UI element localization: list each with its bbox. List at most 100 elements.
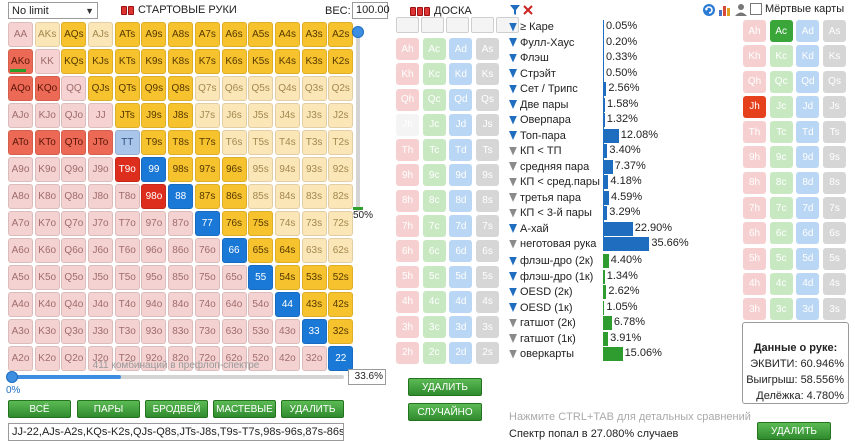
- hand-cell-ATo[interactable]: ATo: [8, 129, 33, 156]
- board-card-4h[interactable]: 4h: [396, 290, 419, 313]
- hand-cell-JTs[interactable]: JTs: [114, 102, 140, 129]
- hand-cell-94s[interactable]: 94s: [274, 156, 300, 183]
- hand-cell-K3o[interactable]: K3o: [34, 318, 60, 345]
- hand-cell-AKo[interactable]: AKo: [8, 48, 33, 75]
- hand-cell-93o[interactable]: 93o: [141, 318, 167, 345]
- filter-toggle-icon[interactable]: [509, 239, 517, 249]
- stat-row[interactable]: КП < 3-й пары: [509, 206, 603, 220]
- range-percent-input[interactable]: 33.6%: [348, 369, 386, 385]
- dead-card-6c[interactable]: 6c: [769, 222, 793, 245]
- game-type-select[interactable]: No limit ▼: [8, 2, 98, 19]
- hand-cell-82s[interactable]: 82s: [328, 183, 354, 210]
- dead-card-4s[interactable]: 4s: [823, 272, 847, 295]
- dead-card-Jh[interactable]: Jh: [743, 95, 766, 118]
- range-percent-slider[interactable]: [6, 371, 344, 383]
- hand-cell-82o[interactable]: 82o: [168, 345, 194, 372]
- hand-cell-86o[interactable]: 86o: [168, 237, 194, 264]
- dead-card-Jd[interactable]: Jd: [796, 95, 820, 118]
- filter-toggle-icon[interactable]: [509, 22, 517, 32]
- filter-toggle-icon[interactable]: [509, 208, 517, 218]
- dead-card-Kh[interactable]: Kh: [743, 45, 766, 68]
- dead-card-5s[interactable]: 5s: [823, 247, 847, 270]
- hand-cell-K5o[interactable]: K5o: [34, 264, 60, 291]
- dead-card-7c[interactable]: 7c: [769, 197, 793, 220]
- hand-cell-Q9o[interactable]: Q9o: [61, 156, 87, 183]
- hand-cell-T4s[interactable]: T4s: [274, 129, 300, 156]
- board-card-9s[interactable]: 9s: [476, 164, 500, 187]
- hand-cell-Q3s[interactable]: Q3s: [301, 75, 327, 102]
- filter-toggle-icon[interactable]: [509, 131, 517, 140]
- dead-card-9h[interactable]: 9h: [743, 146, 766, 169]
- filter-toggle-icon[interactable]: [509, 287, 517, 297]
- board-card-3s[interactable]: 3s: [476, 316, 500, 339]
- hand-cell-T4o[interactable]: T4o: [114, 291, 140, 318]
- board-card-4d[interactable]: 4d: [449, 290, 473, 313]
- stat-row[interactable]: оверкарты: [509, 347, 603, 361]
- filter-toggle-icon[interactable]: [509, 318, 517, 328]
- hand-cell-74o[interactable]: 74o: [194, 291, 220, 318]
- board-card-Jd[interactable]: Jd: [449, 113, 473, 136]
- board-card-Qc[interactable]: Qc: [422, 88, 446, 111]
- board-card-5s[interactable]: 5s: [476, 265, 500, 288]
- filter-toggle-icon[interactable]: [509, 303, 517, 312]
- board-card-5c[interactable]: 5c: [422, 265, 446, 288]
- hand-cell-52s[interactable]: 52s: [328, 264, 354, 291]
- stat-row[interactable]: средняя пара: [509, 160, 603, 174]
- hand-cell-A8o[interactable]: A8o: [8, 183, 33, 210]
- dead-card-Qh[interactable]: Qh: [743, 70, 766, 93]
- board-card-8s[interactable]: 8s: [476, 189, 500, 212]
- hand-cell-QQ[interactable]: QQ: [61, 75, 87, 102]
- hand-cell-83o[interactable]: 83o: [168, 318, 194, 345]
- user-icon[interactable]: [733, 2, 749, 18]
- hand-cell-43o[interactable]: 43o: [274, 318, 300, 345]
- select-all-button[interactable]: ВСЁ: [8, 400, 71, 418]
- dead-card-Qd[interactable]: Qd: [796, 70, 820, 93]
- board-card-Jc[interactable]: Jc: [422, 113, 446, 136]
- hand-cell-KTs[interactable]: KTs: [114, 48, 140, 75]
- board-card-Th[interactable]: Th: [396, 139, 419, 162]
- dead-card-6h[interactable]: 6h: [743, 222, 766, 245]
- hand-cell-QJs[interactable]: QJs: [88, 75, 114, 102]
- stat-row[interactable]: Флэш: [509, 51, 603, 65]
- range-slider-thumb[interactable]: [6, 371, 18, 383]
- board-card-6h[interactable]: 6h: [396, 240, 419, 263]
- hand-cell-44[interactable]: 44: [274, 291, 300, 318]
- stat-row[interactable]: А-хай: [509, 222, 603, 236]
- board-card-3d[interactable]: 3d: [449, 316, 473, 339]
- hand-cell-T3o[interactable]: T3o: [114, 318, 140, 345]
- board-card-8c[interactable]: 8c: [422, 189, 446, 212]
- hand-cell-75o[interactable]: 75o: [194, 264, 220, 291]
- hand-cell-97o[interactable]: 97o: [141, 210, 167, 237]
- stat-row[interactable]: гатшот (2к): [509, 316, 603, 330]
- hand-cell-K6o[interactable]: K6o: [34, 237, 60, 264]
- hand-cell-72s[interactable]: 72s: [328, 210, 354, 237]
- dead-card-4h[interactable]: 4h: [743, 272, 766, 295]
- hand-cell-Q3o[interactable]: Q3o: [61, 318, 87, 345]
- hand-cell-A6o[interactable]: A6o: [8, 237, 33, 264]
- hand-cell-T8s[interactable]: T8s: [168, 129, 194, 156]
- board-card-Td[interactable]: Td: [449, 139, 473, 162]
- hand-cell-K4o[interactable]: K4o: [34, 291, 60, 318]
- hand-cell-AJs[interactable]: AJs: [88, 22, 114, 48]
- hand-cell-95s[interactable]: 95s: [248, 156, 274, 183]
- hand-cell-J2o[interactable]: J2o: [88, 345, 114, 372]
- hand-cell-98o[interactable]: 98o: [141, 183, 167, 210]
- hand-cell-76s[interactable]: 76s: [221, 210, 247, 237]
- clear-dead-cards-button[interactable]: УДАЛИТЬ: [757, 422, 831, 440]
- dead-card-Tc[interactable]: Tc: [769, 121, 793, 144]
- stat-row[interactable]: гатшот (1к): [509, 332, 603, 346]
- board-card-3h[interactable]: 3h: [396, 316, 419, 339]
- hand-cell-Q7o[interactable]: Q7o: [61, 210, 87, 237]
- hand-cell-85s[interactable]: 85s: [248, 183, 274, 210]
- select-pairs-button[interactable]: ПАРЫ: [77, 400, 140, 418]
- dead-card-Ah[interactable]: Ah: [743, 20, 766, 42]
- hand-cell-Q7s[interactable]: Q7s: [194, 75, 220, 102]
- stat-row[interactable]: Стрэйт: [509, 67, 603, 81]
- hand-cell-K8o[interactable]: K8o: [34, 183, 60, 210]
- hand-cell-J8o[interactable]: J8o: [88, 183, 114, 210]
- dead-card-8c[interactable]: 8c: [769, 171, 793, 194]
- board-card-Js[interactable]: Js: [476, 113, 500, 136]
- hand-cell-JTo[interactable]: JTo: [88, 129, 114, 156]
- dead-card-Td[interactable]: Td: [796, 121, 820, 144]
- board-card-4c[interactable]: 4c: [422, 290, 446, 313]
